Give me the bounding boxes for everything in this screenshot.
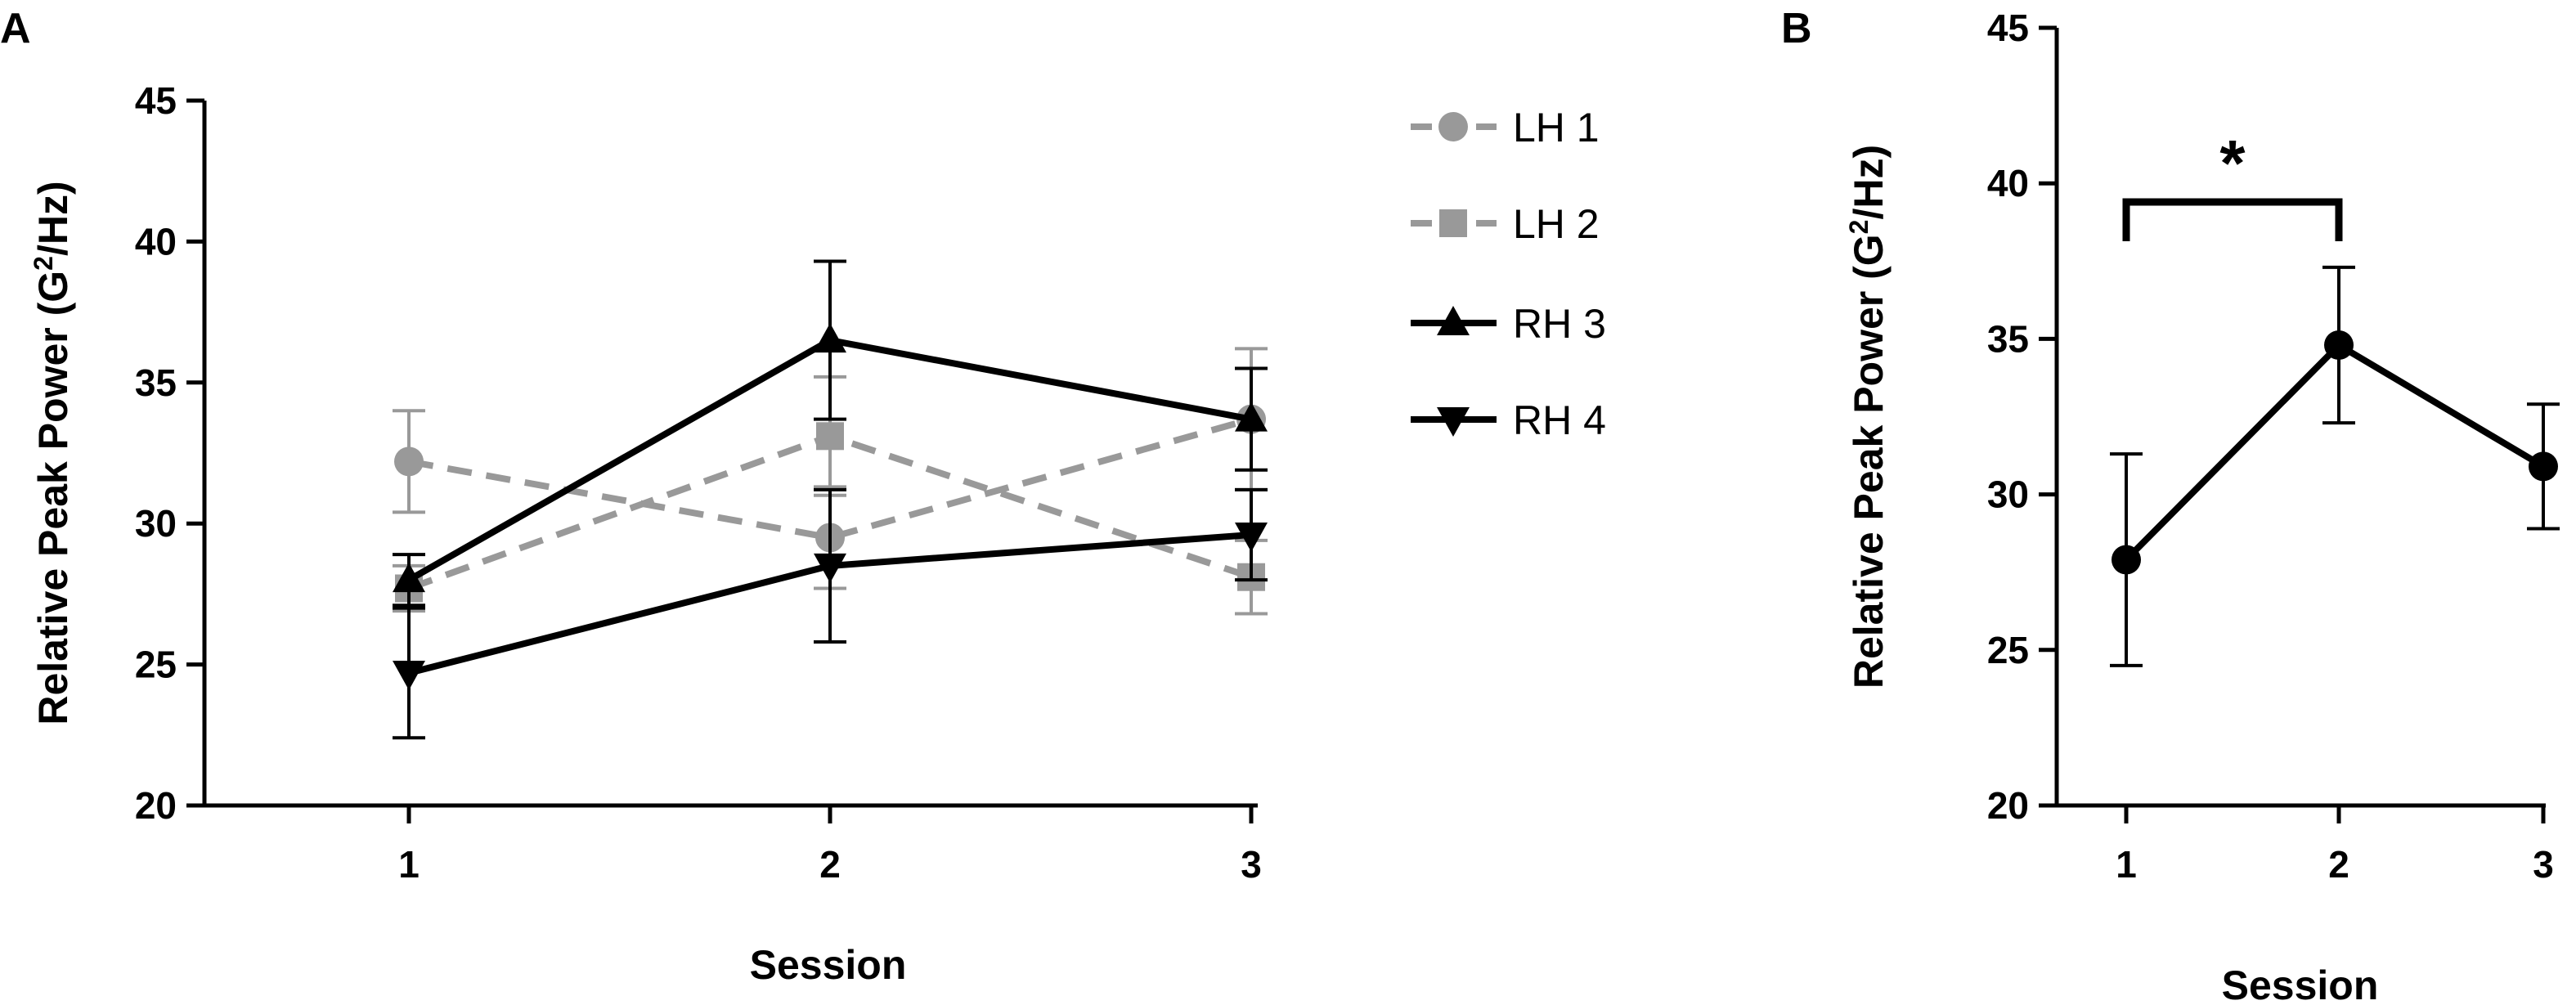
legend-item: LH 1 <box>1411 105 1600 150</box>
x-tick-label: 1 <box>2116 843 2137 886</box>
legend-label: LH 2 <box>1513 201 1600 247</box>
significance-star: * <box>2219 127 2246 200</box>
data-point <box>2529 451 2558 482</box>
data-point <box>394 446 424 477</box>
series-rh-3 <box>393 259 1268 608</box>
legend-marker <box>1439 209 1467 237</box>
series-rh-4 <box>393 487 1268 740</box>
y-tick-label: 45 <box>1987 7 2029 49</box>
x-axis-title: Session <box>2222 962 2379 1005</box>
legend-item: RH 4 <box>1411 397 1606 443</box>
legend-label: LH 1 <box>1513 105 1600 150</box>
legend-marker <box>1437 306 1470 335</box>
legend-item: RH 3 <box>1411 301 1606 347</box>
series-line <box>2124 342 2546 563</box>
chart-panel-b: B 20 25 30 35 40 45 1 2 3 Session Relative Peak Pow… <box>1781 5 2560 1005</box>
y-tick-label: 25 <box>1987 629 2029 671</box>
x-axis-title: Session <box>750 942 907 988</box>
data-point <box>814 323 846 353</box>
y-axis-title: Relative Peak Power (G2/Hz) <box>1844 145 1892 689</box>
y-tick-label: 20 <box>135 784 177 827</box>
x-tick-label: 3 <box>1241 843 1262 886</box>
data-point <box>1235 522 1268 552</box>
series-line <box>408 415 1253 541</box>
data-point <box>2324 330 2354 361</box>
data-point <box>1235 402 1268 432</box>
significance-annotation: * <box>2122 127 2343 242</box>
data-point <box>816 422 844 451</box>
legend: LH 1 LH 2 RH 3 RH 4 <box>1411 105 1606 443</box>
y-axis-title: Relative Peak Power (G2/Hz) <box>29 181 76 725</box>
y-tick-label: 30 <box>1987 473 2029 516</box>
legend-marker <box>1438 112 1468 141</box>
x-tick-label: 2 <box>2328 843 2349 886</box>
panel-label: A <box>0 5 31 52</box>
data-point <box>2112 545 2141 575</box>
legend-label: RH 4 <box>1513 397 1606 443</box>
y-tick-label: 25 <box>135 644 177 686</box>
y-tick-label: 40 <box>1987 162 2029 204</box>
y-tick-label: 30 <box>135 502 177 545</box>
significance-bracket <box>2122 198 2343 242</box>
y-tick-label: 40 <box>135 220 177 262</box>
legend-marker <box>1437 407 1470 437</box>
data-point <box>814 553 846 583</box>
legend-item: LH 2 <box>1411 201 1600 247</box>
data-point <box>393 563 425 593</box>
data-point <box>393 660 425 690</box>
x-tick-label: 3 <box>2533 843 2554 886</box>
x-tick-label: 2 <box>819 843 841 886</box>
series-0 <box>2110 265 2560 667</box>
legend-label: RH 3 <box>1513 301 1606 347</box>
chart-panel-a: A 20 25 30 35 40 45 1 2 3 Session Relative Peak Pow… <box>0 5 1606 988</box>
y-tick-label: 20 <box>1987 784 2029 827</box>
y-tick-label: 35 <box>1987 317 2029 360</box>
y-tick-label: 35 <box>135 361 177 404</box>
y-tick-label: 45 <box>135 79 177 122</box>
panel-label: B <box>1781 5 1812 52</box>
x-tick-label: 1 <box>398 843 420 886</box>
